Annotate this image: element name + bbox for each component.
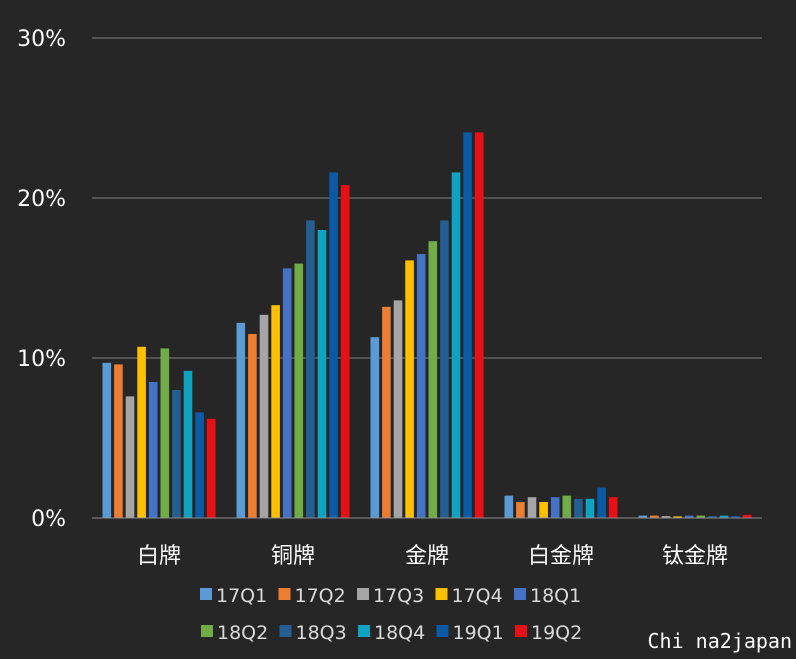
bar: [638, 515, 648, 518]
bar: [236, 322, 246, 518]
legend-label: 18Q1: [530, 585, 581, 607]
legend-swatch: [436, 625, 449, 637]
y-tick-label: 10%: [17, 347, 66, 372]
bar: [516, 502, 525, 518]
bar: [183, 370, 193, 518]
bar: [206, 418, 216, 518]
bar: [585, 498, 595, 518]
bar: [259, 314, 269, 518]
legend-label: 17Q1: [216, 585, 267, 607]
x-axis: 白牌 铜牌 金牌 白金牌 钛金牌: [137, 544, 728, 569]
legend-swatch: [200, 588, 212, 600]
bar: [340, 185, 350, 518]
y-tick-label: 0%: [31, 507, 66, 532]
watermark-text: Chi na2japan: [647, 629, 793, 653]
bar: [440, 220, 449, 518]
x-tick-label: 金牌: [405, 544, 449, 569]
bar: [550, 497, 560, 518]
bar: [248, 334, 257, 518]
bar: [114, 364, 123, 518]
legend-label: 17Q3: [373, 585, 424, 607]
legend-label: 17Q2: [295, 585, 346, 607]
bar: [294, 263, 304, 518]
legend: 17Q1 17Q2 17Q3 17Q4 18Q1 18Q2 18Q3 18Q4 19Q1 19Q2: [200, 585, 582, 644]
legend-swatch: [358, 625, 370, 637]
x-tick-label: 白牌: [137, 544, 181, 569]
bar: [463, 132, 472, 518]
legend-label: 17Q4: [452, 585, 503, 607]
legend-swatch: [279, 625, 292, 637]
bar: [608, 497, 618, 518]
bar: [696, 515, 706, 518]
bar: [102, 362, 112, 518]
bar: [742, 514, 752, 518]
bar: [317, 230, 327, 518]
bar: [306, 220, 315, 518]
bar: [451, 172, 461, 518]
bars: [102, 132, 752, 518]
bar: [684, 515, 694, 518]
bar: [370, 337, 380, 518]
legend-label: 18Q3: [296, 622, 347, 644]
bar: [673, 516, 682, 518]
legend-label: 18Q4: [374, 622, 425, 644]
legend-swatch: [357, 588, 369, 600]
bar: [562, 495, 572, 518]
x-tick-label: 白金牌: [528, 544, 594, 569]
legend-swatch: [201, 625, 213, 637]
legend-swatch: [435, 588, 448, 600]
bar: [195, 412, 204, 518]
bar: [719, 515, 729, 518]
bar: [597, 487, 606, 518]
x-tick-label: 铜牌: [271, 544, 315, 569]
bar: [574, 498, 583, 518]
bar: [382, 306, 391, 518]
bar: [282, 268, 292, 518]
bar: [405, 260, 414, 518]
bar: [708, 516, 717, 518]
y-axis: 0% 10% 20% 30%: [17, 27, 66, 532]
bar: [504, 495, 514, 518]
legend-label: 19Q1: [453, 622, 504, 644]
bar: [172, 390, 181, 518]
bar: [393, 300, 403, 518]
bar: [148, 382, 158, 518]
bar: [137, 346, 146, 518]
bar: [416, 254, 426, 518]
legend-swatch: [515, 625, 527, 637]
bar: [661, 516, 671, 518]
bar: [731, 516, 740, 518]
y-tick-label: 30%: [17, 27, 66, 52]
x-tick-label: 钛金牌: [662, 544, 728, 569]
bar: [474, 132, 484, 518]
bar: [329, 172, 338, 518]
bar: [650, 515, 659, 518]
bar: [160, 348, 170, 518]
legend-label: 19Q2: [531, 622, 582, 644]
gridlines: [92, 37, 762, 359]
bar: [527, 497, 537, 518]
legend-label: 18Q2: [217, 622, 268, 644]
legend-swatch: [514, 588, 526, 600]
bar: [428, 241, 438, 518]
bar: [271, 305, 280, 518]
y-tick-label: 20%: [17, 187, 66, 212]
bar: [125, 396, 135, 518]
legend-swatch: [278, 588, 291, 600]
bar: [539, 502, 548, 518]
